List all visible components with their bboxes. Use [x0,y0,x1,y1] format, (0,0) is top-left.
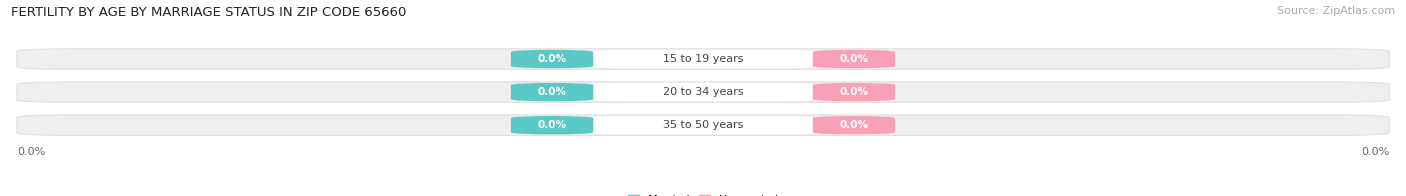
FancyBboxPatch shape [813,50,896,68]
FancyBboxPatch shape [17,115,1389,135]
Text: 0.0%: 0.0% [537,54,567,64]
FancyBboxPatch shape [593,116,813,134]
FancyBboxPatch shape [510,50,593,68]
Text: 20 to 34 years: 20 to 34 years [662,87,744,97]
Text: 0.0%: 0.0% [537,87,567,97]
FancyBboxPatch shape [593,50,813,68]
Text: 0.0%: 0.0% [17,147,45,157]
Text: 35 to 50 years: 35 to 50 years [662,120,744,130]
Text: Source: ZipAtlas.com: Source: ZipAtlas.com [1277,6,1395,16]
FancyBboxPatch shape [17,49,1389,69]
Text: 0.0%: 0.0% [839,120,869,130]
Text: 0.0%: 0.0% [1361,147,1389,157]
Text: 15 to 19 years: 15 to 19 years [662,54,744,64]
Text: 0.0%: 0.0% [537,120,567,130]
FancyBboxPatch shape [813,116,896,134]
FancyBboxPatch shape [593,83,813,101]
FancyBboxPatch shape [510,116,593,134]
FancyBboxPatch shape [813,83,896,101]
Text: 0.0%: 0.0% [839,54,869,64]
Text: 0.0%: 0.0% [839,87,869,97]
Legend: Married, Unmarried: Married, Unmarried [627,195,779,196]
FancyBboxPatch shape [510,83,593,101]
Text: FERTILITY BY AGE BY MARRIAGE STATUS IN ZIP CODE 65660: FERTILITY BY AGE BY MARRIAGE STATUS IN Z… [11,6,406,19]
FancyBboxPatch shape [17,82,1389,102]
